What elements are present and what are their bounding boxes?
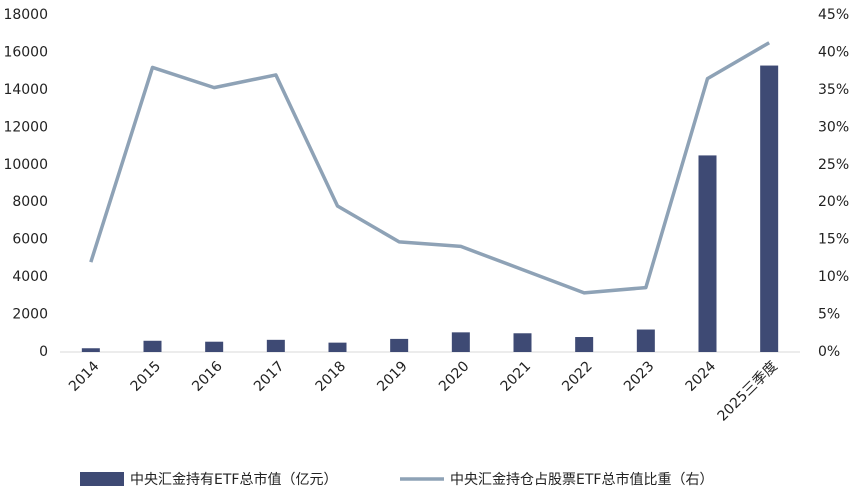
bar bbox=[575, 337, 594, 352]
y2-tick-label: 30% bbox=[818, 119, 849, 135]
x-tick-label: 2024 bbox=[683, 358, 720, 395]
y-tick-label: 16000 bbox=[3, 44, 48, 60]
y-tick-label: 12000 bbox=[3, 119, 48, 135]
bar bbox=[513, 333, 532, 352]
x-tick-label: 2025三季度 bbox=[715, 358, 781, 424]
bar bbox=[143, 340, 162, 352]
y2-tick-label: 20% bbox=[818, 194, 849, 210]
y-tick-label: 2000 bbox=[12, 307, 48, 323]
x-tick-label: 2022 bbox=[559, 358, 596, 395]
bar bbox=[451, 332, 470, 352]
y-tick-label: 4000 bbox=[12, 269, 48, 285]
bar bbox=[390, 338, 409, 352]
x-tick-label: 2014 bbox=[66, 358, 103, 395]
x-tick-label: 2021 bbox=[498, 358, 535, 395]
y2-tick-label: 40% bbox=[818, 44, 849, 60]
y2-tick-label: 5% bbox=[818, 307, 840, 323]
y-tick-label: 8000 bbox=[12, 194, 48, 210]
y2-tick-label: 10% bbox=[818, 269, 849, 285]
y-tick-label: 6000 bbox=[12, 232, 48, 248]
bar bbox=[328, 342, 347, 352]
legend-swatch bbox=[80, 472, 124, 486]
y2-tick-label: 25% bbox=[818, 157, 849, 173]
y2-tick-label: 45% bbox=[818, 7, 849, 23]
y-tick-label: 0 bbox=[39, 344, 48, 360]
legend-label: 中央汇金持仓占股票ETF总市值比重（右） bbox=[450, 471, 713, 488]
bar bbox=[205, 341, 224, 352]
y-tick-label: 14000 bbox=[3, 82, 48, 98]
y2-tick-label: 0% bbox=[818, 344, 840, 360]
x-tick-label: 2023 bbox=[621, 358, 658, 395]
legend-label: 中央汇金持有ETF总市值（亿元） bbox=[130, 471, 337, 488]
y2-tick-label: 15% bbox=[818, 232, 849, 248]
line bbox=[89, 41, 771, 295]
bar bbox=[636, 329, 655, 352]
bar bbox=[81, 348, 100, 352]
x-tick-label: 2017 bbox=[251, 358, 288, 395]
x-tick-label: 2015 bbox=[128, 358, 165, 395]
x-tick-label: 2020 bbox=[436, 358, 473, 395]
bar bbox=[266, 339, 285, 352]
y-tick-label: 10000 bbox=[3, 157, 48, 173]
x-tick-label: 2016 bbox=[189, 358, 226, 395]
x-tick-label: 2019 bbox=[374, 358, 411, 395]
y-tick-label: 18000 bbox=[3, 7, 48, 23]
x-tick-label: 2018 bbox=[313, 358, 350, 395]
bar bbox=[760, 65, 779, 353]
bar bbox=[698, 155, 717, 352]
y2-tick-label: 35% bbox=[818, 82, 849, 98]
